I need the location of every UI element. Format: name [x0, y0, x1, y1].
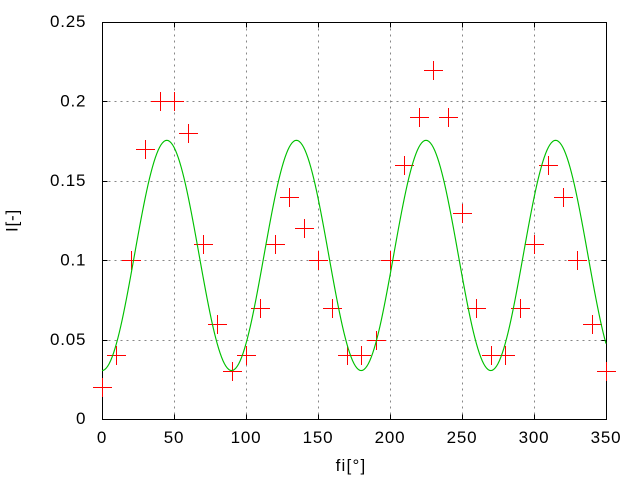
- svg-text:100: 100: [231, 428, 262, 447]
- svg-text:250: 250: [447, 428, 478, 447]
- svg-text:0.15: 0.15: [50, 171, 86, 190]
- svg-text:I[-]: I[-]: [3, 209, 22, 232]
- svg-text:200: 200: [375, 428, 406, 447]
- svg-text:350: 350: [591, 428, 622, 447]
- svg-text:fi[°]: fi[°]: [336, 456, 367, 475]
- svg-text:0.1: 0.1: [60, 250, 86, 269]
- svg-text:0: 0: [76, 409, 86, 428]
- svg-text:0: 0: [97, 428, 107, 447]
- svg-text:50: 50: [164, 428, 185, 447]
- svg-text:0.05: 0.05: [50, 330, 86, 349]
- svg-text:300: 300: [519, 428, 550, 447]
- svg-text:0.25: 0.25: [50, 12, 86, 31]
- svg-text:0.2: 0.2: [60, 92, 86, 111]
- svg-text:150: 150: [303, 428, 334, 447]
